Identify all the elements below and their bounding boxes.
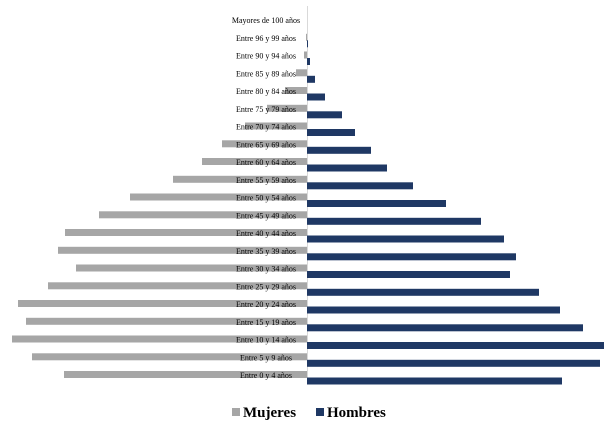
legend[interactable]: Mujeres Hombres bbox=[232, 405, 386, 421]
category-label-11: Entre 55 y 59 años bbox=[236, 176, 296, 185]
bar-mujeres-19 bbox=[306, 33, 307, 41]
bar-hombres-1 bbox=[307, 359, 600, 367]
bar-hombres-7 bbox=[307, 253, 516, 261]
legend-swatch-hombres bbox=[316, 408, 324, 416]
category-label-15: Entre 75 y 79 años bbox=[236, 105, 296, 114]
category-label-1: Entre 5 y 9 años bbox=[240, 353, 292, 362]
bar-hombres-11 bbox=[307, 182, 413, 190]
bar-hombres-17 bbox=[307, 75, 315, 83]
bar-mujeres-18 bbox=[304, 51, 307, 59]
bar-hombres-0 bbox=[307, 377, 562, 385]
category-label-2: Entre 10 y 14 años bbox=[236, 336, 296, 345]
bar-mujeres-9 bbox=[99, 211, 307, 219]
bar-mujeres-4 bbox=[18, 300, 307, 307]
bar-mujeres-12 bbox=[202, 158, 307, 165]
legend-label-hombres[interactable]: Hombres bbox=[327, 405, 386, 421]
bar-mujeres-8 bbox=[65, 229, 307, 236]
category-label-20: Mayores de 100 años bbox=[232, 16, 300, 25]
category-label-9: Entre 45 y 49 años bbox=[236, 211, 296, 220]
bar-hombres-16 bbox=[307, 93, 325, 101]
bar-mujeres-5 bbox=[48, 282, 307, 290]
bar-mujeres-0 bbox=[64, 371, 307, 378]
bar-hombres-10 bbox=[307, 200, 446, 207]
category-label-10: Entre 50 y 54 años bbox=[236, 194, 296, 203]
bar-mujeres-17 bbox=[296, 69, 307, 77]
category-label-3: Entre 15 y 19 años bbox=[236, 318, 296, 327]
bar-hombres-13 bbox=[307, 146, 371, 154]
category-label-17: Entre 85 y 89 años bbox=[236, 69, 296, 78]
bar-hombres-2 bbox=[307, 342, 604, 349]
bar-mujeres-10 bbox=[130, 193, 307, 201]
bars-group bbox=[12, 33, 604, 385]
bar-mujeres-6 bbox=[76, 264, 307, 272]
category-label-12: Entre 60 y 64 años bbox=[236, 158, 296, 167]
bar-mujeres-3 bbox=[26, 317, 307, 325]
bar-hombres-3 bbox=[307, 324, 583, 332]
legend-label-mujeres[interactable]: Mujeres bbox=[243, 405, 296, 421]
category-label-16: Entre 80 y 84 años bbox=[236, 87, 296, 96]
category-label-19: Entre 96 y 99 años bbox=[236, 34, 296, 43]
bar-mujeres-14 bbox=[245, 122, 307, 130]
category-label-0: Entre 0 y 4 años bbox=[240, 371, 292, 380]
bar-hombres-18 bbox=[307, 58, 310, 65]
category-labels-group: Entre 0 y 4 años Entre 5 y 9 años Entre 10… bbox=[232, 16, 300, 380]
bar-mujeres-11 bbox=[173, 175, 307, 183]
bar-mujeres-16 bbox=[285, 87, 307, 94]
legend-swatch-mujeres bbox=[232, 408, 240, 416]
bar-mujeres-13 bbox=[222, 140, 307, 148]
bar-hombres-12 bbox=[307, 164, 387, 172]
bar-hombres-19 bbox=[307, 40, 308, 48]
bar-mujeres-2 bbox=[12, 335, 307, 343]
category-label-14: Entre 70 y 74 años bbox=[236, 123, 296, 132]
bar-hombres-14 bbox=[307, 129, 355, 136]
bar-hombres-8 bbox=[307, 235, 504, 243]
category-label-13: Entre 65 y 69 años bbox=[236, 140, 296, 149]
category-label-18: Entre 90 y 94 años bbox=[236, 52, 296, 61]
bar-mujeres-15 bbox=[267, 104, 307, 112]
bar-hombres-15 bbox=[307, 111, 342, 119]
category-label-4: Entre 20 y 24 años bbox=[236, 300, 296, 309]
category-label-7: Entre 35 y 39 años bbox=[236, 247, 296, 256]
category-label-5: Entre 25 y 29 años bbox=[236, 282, 296, 291]
bar-hombres-5 bbox=[307, 288, 539, 296]
category-label-8: Entre 40 y 44 años bbox=[236, 229, 296, 238]
bar-hombres-4 bbox=[307, 306, 560, 314]
bar-mujeres-1 bbox=[32, 353, 307, 361]
bar-mujeres-7 bbox=[58, 246, 307, 254]
category-label-6: Entre 30 y 34 años bbox=[236, 265, 296, 274]
bar-hombres-9 bbox=[307, 217, 481, 225]
bar-hombres-6 bbox=[307, 271, 510, 278]
